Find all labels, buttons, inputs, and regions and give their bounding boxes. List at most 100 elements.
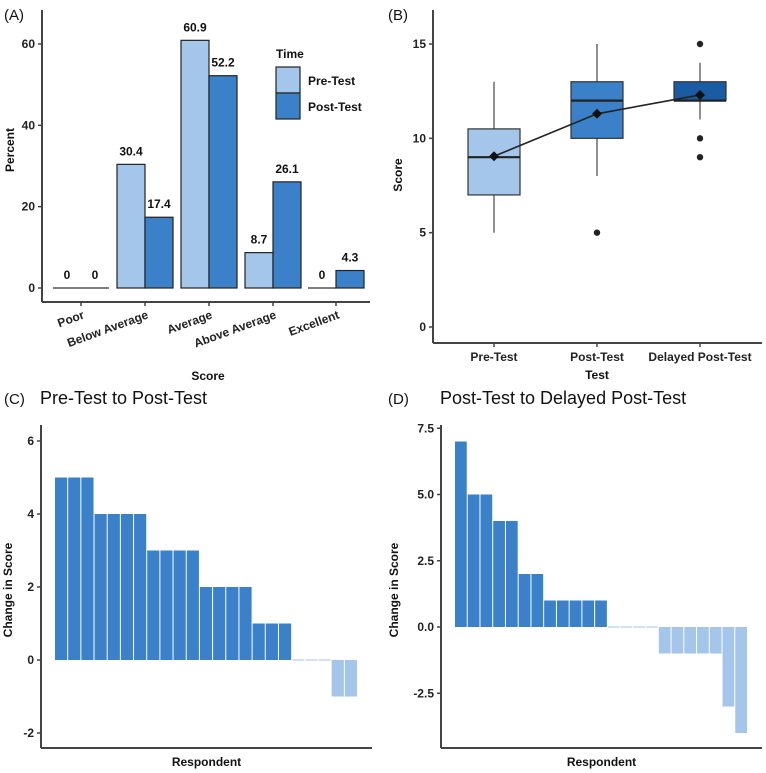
panel-c-y-tick-label: -2 [23,726,34,740]
panel-b-y-tick-label: 5 [419,226,426,240]
panel-b-outlier [696,135,704,142]
legend-label: Pre-Test [308,74,355,88]
panel-b-x-axis-label: Test [585,368,609,382]
panel-a-data-label: 26.1 [275,162,299,176]
legend-label: Post-Test [308,100,362,114]
panel-b-y-tick-label: 15 [413,37,427,51]
panel-d-bar [709,627,722,654]
panel-d-bar [697,627,709,654]
panel-c-y-tick-label: 0 [27,653,34,667]
panel-b-outlier [696,40,704,48]
panel-c-y-axis-label: Change in Score [1,542,15,637]
panel-c-y-tick-label: 4 [27,507,34,521]
panel-c-bar [68,477,81,660]
panel-a-bar-post-test [144,216,174,289]
panel-b-y-tick-label: 0 [419,320,426,334]
panel-c-bar [252,623,265,660]
panel-d-y-tick-label: 5.0 [417,488,434,502]
panel-a-data-label: 8.7 [251,233,268,247]
panel-d-bar [658,627,671,654]
panel-c-bar [55,477,68,660]
panel-a-data-label: 0 [319,268,326,282]
panel-c-bar [147,550,160,660]
panel-d-bar [480,494,493,627]
panel-c-title: Pre-Test to Post-Test [40,388,207,408]
panel-d-y-axis-label: Change in Score [387,542,401,637]
panel-d-bar [455,441,467,627]
panel-d-y-tick-label: -2.5 [413,686,434,700]
panel-a-y-axis-label: Percent [3,128,17,172]
panel-c-bar [186,550,199,660]
panel-c-label: (C) [4,391,25,408]
panel-c-x-axis-label: Respondent [172,755,241,769]
panel-b-mean-marker [489,151,499,162]
panel-d-bar [671,627,684,654]
panel-b-x-tick-label: Post-Test [570,350,624,364]
legend-swatch-post-test [275,92,301,120]
panel-b-x-tick-label: Delayed Post-Test [648,350,751,364]
panel-a-x-tick-label: Excellent [287,308,341,339]
panel-c-bar [199,587,213,660]
panel-d-bar [531,574,544,627]
panel-a-bar-pre-test [180,39,210,289]
panel-d-bar [518,574,531,627]
panel-a-data-label: 4.3 [342,251,359,265]
panel-b-x-tick-label: Pre-Test [470,350,517,364]
panel-d-y-tick-label: 0.0 [417,620,434,634]
panel-b-label: (B) [388,7,408,24]
panel-a-y-tick-label: 40 [22,118,36,132]
panel-d-bar [582,600,595,627]
panel-c-bar [160,550,173,660]
panel-a-data-label: 0 [92,268,99,282]
panel-d-bar [735,627,747,733]
panel-d-bar [467,494,480,627]
panel-b-mean-marker [592,108,602,119]
panel-c-bar [173,550,186,660]
panel-a-data-label: 30.4 [119,144,143,158]
panel-c-bar [226,587,239,660]
panel-c-bar [344,660,357,697]
panel-c-y-tick-label: 6 [27,434,34,448]
panel-c-bar [134,514,147,660]
panel-a-data-label: 60.9 [183,20,207,34]
panel-c-bar [239,587,252,660]
panel-a-bar-pre-test [116,163,146,289]
panel-d-bar [722,627,735,707]
panel-b-y-axis-label: Score [391,158,405,192]
legend-swatch-pre-test [275,66,301,94]
panel-a-y-tick-label: 0 [28,281,35,295]
panel-c-bar [331,660,344,697]
panel-a-y-tick-label: 20 [22,200,36,214]
panel-c-y-tick-label: 2 [27,580,34,594]
panel-a-bar-pre-test [244,252,274,289]
panel-d-bar [544,600,556,627]
panel-d-bar [505,521,518,627]
panel-a-x-tick-label: Poor [56,308,87,331]
panel-c-bar [265,623,278,660]
panel-c-bar [81,477,94,660]
panel-a-label: (A) [4,7,24,24]
panel-b-box [467,128,521,196]
panel-d-bar [556,600,569,627]
panel-c-bar [94,514,107,660]
panel-c-bar [213,587,226,660]
panel-a-x-axis-label: Score [191,369,225,383]
panel-d-bar [595,600,607,627]
panel-d-title: Post-Test to Delayed Post-Test [440,388,686,408]
panel-d-label: (D) [388,391,409,408]
panel-c-bar [107,514,120,660]
panel-a-data-label: 0 [64,268,71,282]
panel-d-bar [684,627,697,654]
panel-b-outlier [593,229,601,236]
panel-a-bar-post-test [272,181,302,289]
panel-d-y-tick-label: 2.5 [417,554,434,568]
panel-a-bar-post-test [335,269,365,289]
panel-c-bar [120,514,134,660]
panel-b-y-tick-label: 10 [413,131,427,145]
panel-d-x-axis-label: Respondent [567,755,636,769]
panel-a-y-tick-label: 60 [22,37,36,51]
panel-d-bar [493,521,505,627]
panel-a-bar-post-test [208,75,238,289]
panel-d-bar [569,600,582,627]
